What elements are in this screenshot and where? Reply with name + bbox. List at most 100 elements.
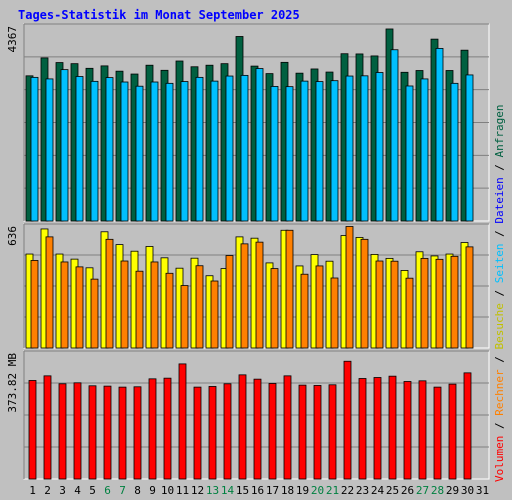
bar-seiten-day-23	[360, 75, 369, 222]
bar-seiten-day-30	[465, 74, 474, 222]
x-tick-label-day-1: 1	[29, 484, 36, 497]
bar-rechner-day-29	[450, 255, 459, 349]
x-tick-label-day-17: 17	[266, 484, 279, 497]
legend-separator: /	[493, 350, 506, 370]
panel-top: 4367	[6, 23, 490, 222]
bar-seiten-day-19	[300, 80, 309, 222]
bar-volumen-day-19	[298, 384, 307, 480]
x-tick-label-day-9: 9	[149, 484, 156, 497]
bar-rechner-day-2	[45, 236, 54, 349]
x-tick-label-day-2: 2	[44, 484, 51, 497]
bar-volumen-day-22	[343, 360, 352, 480]
bar-rechner-day-24	[375, 260, 384, 349]
bar-rechner-day-26	[405, 277, 414, 349]
legend-volumen: Volumen	[493, 436, 506, 482]
x-tick-label-day-31: 31	[476, 484, 489, 497]
bar-volumen-day-6	[103, 385, 112, 480]
bar-volumen-day-16	[253, 378, 262, 480]
bar-volumen-day-24	[373, 377, 382, 480]
bar-volumen-day-7	[118, 386, 127, 480]
bar-seiten-day-11	[180, 81, 189, 222]
x-tick-label-day-7: 7	[119, 484, 126, 497]
x-tick-label-day-3: 3	[59, 484, 66, 497]
bar-rechner-day-1	[30, 260, 39, 349]
bar-rechner-day-9	[150, 261, 159, 349]
bar-volumen-day-5	[88, 385, 97, 480]
bar-volumen-day-15	[238, 374, 247, 480]
bar-seiten-day-27	[420, 78, 429, 222]
bar-rechner-day-28	[435, 258, 444, 349]
bar-rechner-day-15	[240, 243, 249, 349]
right-legend: Volumen / Rechner / Besuche / Seiten / D…	[493, 104, 506, 482]
x-tick-label-day-20: 20	[311, 484, 324, 497]
panel-bottom: 373.82 MB	[6, 350, 490, 480]
bar-rechner-day-14	[225, 255, 234, 349]
x-tick-label-day-28: 28	[431, 484, 444, 497]
bar-seiten-day-21	[330, 80, 339, 222]
panel-max-label: 373.82 MB	[6, 353, 19, 413]
bar-volumen-day-3	[58, 383, 67, 480]
x-tick-label-day-14: 14	[221, 484, 235, 497]
chart-title: Tages-Statistik im Monat September 2025	[18, 8, 300, 22]
bar-rechner-day-20	[315, 265, 324, 349]
x-tick-label-day-30: 30	[461, 484, 474, 497]
bar-rechner-day-27	[420, 257, 429, 349]
bar-seiten-day-18	[285, 86, 294, 222]
legend-rechner: Rechner	[493, 369, 506, 416]
bar-rechner-day-5	[90, 278, 99, 349]
bar-seiten-day-26	[405, 85, 414, 222]
x-tick-label-day-22: 22	[341, 484, 354, 497]
bar-seiten-day-9	[150, 81, 159, 222]
bar-seiten-day-28	[435, 48, 444, 222]
bar-volumen-day-1	[28, 380, 37, 480]
bar-volumen-day-28	[433, 386, 442, 480]
bar-rechner-day-6	[105, 238, 114, 349]
bar-rechner-day-7	[120, 260, 129, 349]
x-tick-label-day-26: 26	[401, 484, 414, 497]
legend-separator: /	[493, 157, 506, 177]
bar-rechner-day-30	[465, 246, 474, 349]
legend-separator: /	[493, 224, 506, 244]
x-tick-label-day-16: 16	[251, 484, 264, 497]
bar-seiten-day-25	[390, 49, 399, 222]
bar-rechner-day-11	[180, 285, 189, 349]
bar-rechner-day-13	[210, 280, 219, 349]
x-tick-label-day-13: 13	[206, 484, 219, 497]
right-legend-text: Volumen / Rechner / Besuche / Seiten / D…	[493, 104, 506, 482]
x-tick-label-day-18: 18	[281, 484, 294, 497]
x-tick-label-day-23: 23	[356, 484, 369, 497]
bar-volumen-day-10	[163, 377, 172, 480]
x-tick-label-day-5: 5	[89, 484, 96, 497]
bar-rechner-day-21	[330, 277, 339, 349]
bar-volumen-day-2	[43, 375, 52, 480]
bar-rechner-day-3	[60, 261, 69, 349]
bar-seiten-day-24	[375, 72, 384, 222]
x-tick-label-day-4: 4	[74, 484, 81, 497]
bar-volumen-day-30	[463, 372, 472, 480]
bar-seiten-day-12	[195, 76, 204, 222]
x-tick-label-day-12: 12	[191, 484, 204, 497]
x-tick-label-day-15: 15	[236, 484, 249, 497]
bar-volumen-day-21	[328, 384, 337, 480]
bar-seiten-day-13	[210, 80, 219, 222]
x-tick-label-day-29: 29	[446, 484, 459, 497]
bar-seiten-day-16	[255, 68, 264, 222]
bar-seiten-day-22	[345, 75, 354, 222]
legend-separator: /	[493, 416, 506, 436]
bar-seiten-day-29	[450, 82, 459, 222]
panel-middle: 636	[6, 223, 490, 349]
bar-seiten-day-15	[240, 74, 249, 222]
bar-seiten-day-6	[105, 77, 114, 222]
bar-seiten-day-14	[225, 75, 234, 222]
x-tick-label-day-25: 25	[386, 484, 399, 497]
bar-volumen-day-20	[313, 385, 322, 480]
legend-dateien: Dateien	[493, 177, 506, 223]
bar-rechner-day-12	[195, 265, 204, 349]
bar-volumen-day-26	[403, 381, 412, 480]
bar-volumen-day-12	[193, 386, 202, 480]
bar-seiten-day-4	[75, 76, 84, 222]
bar-volumen-day-13	[208, 386, 217, 480]
bar-volumen-day-11	[178, 363, 187, 480]
x-tick-label-day-19: 19	[296, 484, 309, 497]
